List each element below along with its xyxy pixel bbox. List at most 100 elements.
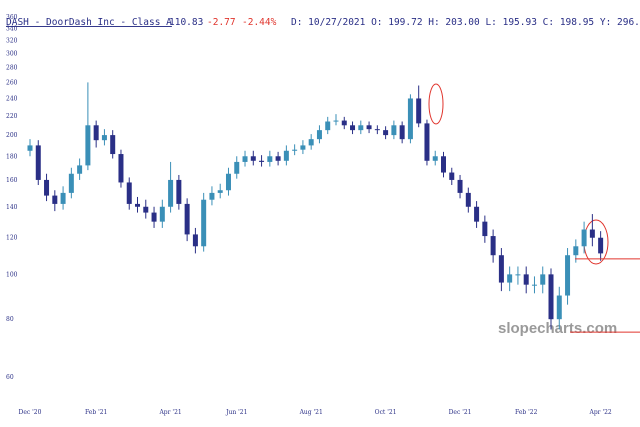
candle-body [374,129,380,131]
x-tick-label: Aug '21 [299,409,323,416]
candle-body [490,236,496,256]
candle-body [407,98,413,140]
candle-body [192,234,198,247]
candle-body [93,125,99,141]
candle-body [168,179,174,207]
candle-body [441,156,446,173]
candle-body [482,221,488,237]
candle-body [27,145,33,151]
header-change: -2.77 [207,17,236,28]
candle-body [350,125,356,131]
x-tick-label: Feb '22 [515,409,538,416]
candle-body [589,229,595,238]
candle-body [35,145,41,180]
candle-body [424,123,430,161]
candle-body [225,173,231,191]
candle-body [85,125,91,166]
y-tick-label: 60 [6,374,14,381]
candle-body [217,190,223,193]
candle-body [283,150,289,161]
candle-body [308,139,314,146]
candle-body [110,135,116,155]
candle-body [498,255,504,283]
candle-body [159,206,165,222]
y-tick-label: 340 [6,25,18,32]
candle-body [250,156,256,161]
candle-body [325,121,331,131]
candle-body [101,135,107,141]
candle-body [457,179,463,193]
x-tick-label: Apr '21 [158,409,181,416]
header-symbol: DASH - DoorDash Inc - Class A [6,17,172,28]
y-tick-label: 320 [6,38,18,45]
candle-body [176,179,182,204]
candle-body [465,192,471,207]
candle-body [259,160,265,162]
candle-body [598,237,604,254]
candle-body [300,145,306,150]
candle-body [52,195,58,204]
candle-body [474,206,480,222]
y-tick-label: 300 [6,51,18,58]
y-tick-label: 260 [6,79,18,86]
x-tick-label: Apr '22 [589,409,612,416]
candle-body [565,255,571,296]
header-change-pct: -2.44% [242,17,277,28]
candle-body [143,206,149,213]
candle-body [416,98,422,124]
y-tick-label: 220 [6,113,18,120]
candle-body [366,125,372,130]
candle-body [184,203,190,235]
x-tick-label: Dec '20 [19,409,42,416]
candle-body [523,274,529,285]
candle-body [507,274,513,283]
annotation-ellipse [428,83,444,125]
candle-body [77,165,83,174]
candle-body [515,274,521,276]
candle-body [432,156,438,161]
candle-body [151,212,157,222]
candle-body [118,154,124,183]
x-tick-label: Feb '21 [85,409,107,416]
candle-body [68,173,74,193]
candle-body [383,130,389,136]
y-tick-label: 200 [6,132,18,139]
candle-body [333,120,339,122]
candle-body [135,203,141,207]
candle-body [548,274,554,320]
y-tick-label: 360 [6,14,18,21]
header-last: 110.83 [169,17,203,28]
x-tick-label: Jun '21 [225,409,247,416]
candle-body [209,192,215,200]
y-tick-label: 100 [6,271,18,278]
candle-body [391,125,397,136]
candle-body [292,149,298,151]
candle-body [358,125,364,131]
candle-body [316,130,322,140]
x-tick-label: Dec '21 [449,409,472,416]
candle-body [275,156,281,161]
candle-body [341,120,347,126]
candle-body [242,156,248,162]
candle-body [234,161,240,174]
candle-body [449,172,455,180]
candle-body [267,156,273,162]
y-tick-label: 120 [6,235,18,242]
candle-body [540,274,546,285]
y-tick-label: 240 [6,95,18,102]
candle-body [60,192,66,204]
x-tick-label: Oct '21 [375,409,397,416]
candle-body [573,246,579,256]
candle-body [201,199,207,247]
candle-body [399,125,405,140]
y-tick-label: 80 [6,316,14,323]
header-ohlc: D: 10/27/2021 O: 199.72 H: 203.00 L: 195… [291,17,640,28]
candle-body [126,182,132,204]
y-tick-label: 160 [6,177,18,184]
watermark: slopecharts.com [498,320,617,337]
candle-body [556,295,562,320]
y-tick-label: 180 [6,153,18,160]
